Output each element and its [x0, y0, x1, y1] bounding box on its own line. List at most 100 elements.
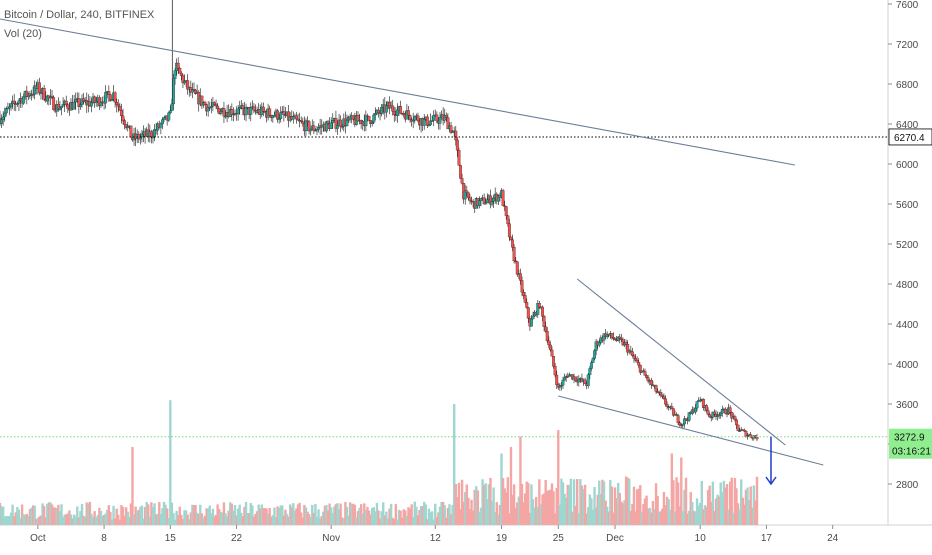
candle-body	[733, 416, 737, 420]
volume-bar	[747, 500, 751, 525]
wedge-bottom	[558, 395, 824, 466]
volume-bar	[31, 505, 35, 525]
candle-body	[645, 375, 649, 378]
candle-body	[115, 101, 119, 105]
candle-body	[563, 377, 567, 381]
volume-bar	[30, 507, 33, 525]
volume-bar	[687, 510, 691, 525]
volume-bar	[49, 502, 52, 525]
volume-bar	[402, 509, 405, 525]
volume-bar	[1, 506, 5, 525]
volume-bar	[287, 516, 290, 525]
volume-bar	[634, 511, 637, 525]
volume-bar	[309, 517, 312, 525]
candle-body	[291, 116, 295, 120]
volume-bar	[585, 513, 588, 525]
volume-bar	[271, 515, 275, 525]
volume-bar	[536, 507, 539, 525]
candle-body	[550, 349, 554, 357]
volume-bar	[293, 510, 297, 525]
volume-bar	[164, 504, 167, 525]
volume-bar	[80, 504, 84, 525]
candle-body	[179, 72, 183, 76]
volume-bar	[322, 511, 325, 525]
volume-bar	[591, 509, 595, 525]
volume-bar	[389, 503, 393, 525]
volume-bar	[596, 494, 599, 525]
candle-body	[268, 108, 272, 116]
volume-bar	[121, 506, 125, 525]
candle-body	[630, 351, 634, 356]
candle-body	[224, 115, 227, 118]
volume-bar	[555, 487, 558, 525]
candle-body	[432, 115, 436, 121]
volume-bar	[411, 517, 415, 525]
volume-bar	[721, 492, 724, 525]
candle-body	[537, 303, 541, 309]
volume-bar	[46, 503, 49, 525]
volume-bar	[448, 504, 451, 525]
volume-bar	[306, 511, 309, 525]
candle-body	[306, 120, 309, 122]
candle-body	[492, 197, 496, 202]
volume-bar	[719, 482, 722, 525]
volume-bar	[156, 514, 159, 525]
volume-bar	[624, 476, 628, 525]
volume-bar	[36, 517, 40, 525]
volume-bar	[325, 504, 328, 525]
candle-body	[619, 338, 623, 340]
candle-body	[566, 376, 570, 378]
volume-bar	[599, 493, 603, 525]
volume-bar	[527, 482, 530, 525]
candle-body	[0, 119, 4, 124]
candle-body	[113, 92, 117, 103]
volume-bar	[699, 502, 702, 525]
candle-body	[279, 112, 283, 119]
volume-bar	[684, 477, 688, 525]
candle-body	[485, 199, 489, 203]
volume-bar	[475, 486, 478, 525]
volume-bar	[120, 505, 123, 525]
candle-body	[8, 106, 11, 109]
volume-bar	[17, 509, 21, 525]
volume-bar	[388, 508, 391, 525]
volume-bar	[568, 484, 571, 525]
volume-bar	[501, 478, 505, 525]
y-tick-label: 4800	[896, 280, 919, 291]
volume-bar	[476, 490, 480, 525]
volume-bar	[429, 512, 432, 525]
candle-body	[632, 355, 636, 359]
candle-body	[50, 95, 54, 98]
volume-bar	[22, 514, 25, 525]
volume-bar	[415, 506, 418, 525]
volume-bar	[175, 510, 178, 525]
volume-bar	[546, 490, 549, 525]
candle-body	[118, 106, 122, 111]
volume-bar	[667, 499, 670, 525]
volume-bar	[312, 512, 316, 525]
volume-bar	[451, 504, 454, 525]
volume-bar	[298, 502, 301, 525]
candle-body	[107, 91, 111, 95]
volume-bar	[497, 514, 500, 525]
volume-bar	[268, 507, 271, 525]
volume-bar	[440, 501, 443, 525]
volume-bar	[706, 490, 710, 525]
volume-bar	[165, 508, 169, 525]
volume-bar	[341, 517, 344, 525]
candle-body	[249, 107, 253, 115]
volume-bar	[435, 517, 439, 525]
candle-body	[213, 102, 216, 105]
candle-body	[444, 115, 448, 118]
candle-body	[170, 103, 174, 111]
volume-bar	[446, 508, 450, 525]
volume-bar	[259, 508, 262, 525]
candle-body	[586, 374, 590, 386]
volume-bar	[438, 506, 442, 525]
candle-body	[624, 342, 628, 345]
volume-bar	[514, 508, 517, 525]
y-tick-label: 6400	[896, 120, 919, 131]
volume-bar	[329, 507, 333, 525]
